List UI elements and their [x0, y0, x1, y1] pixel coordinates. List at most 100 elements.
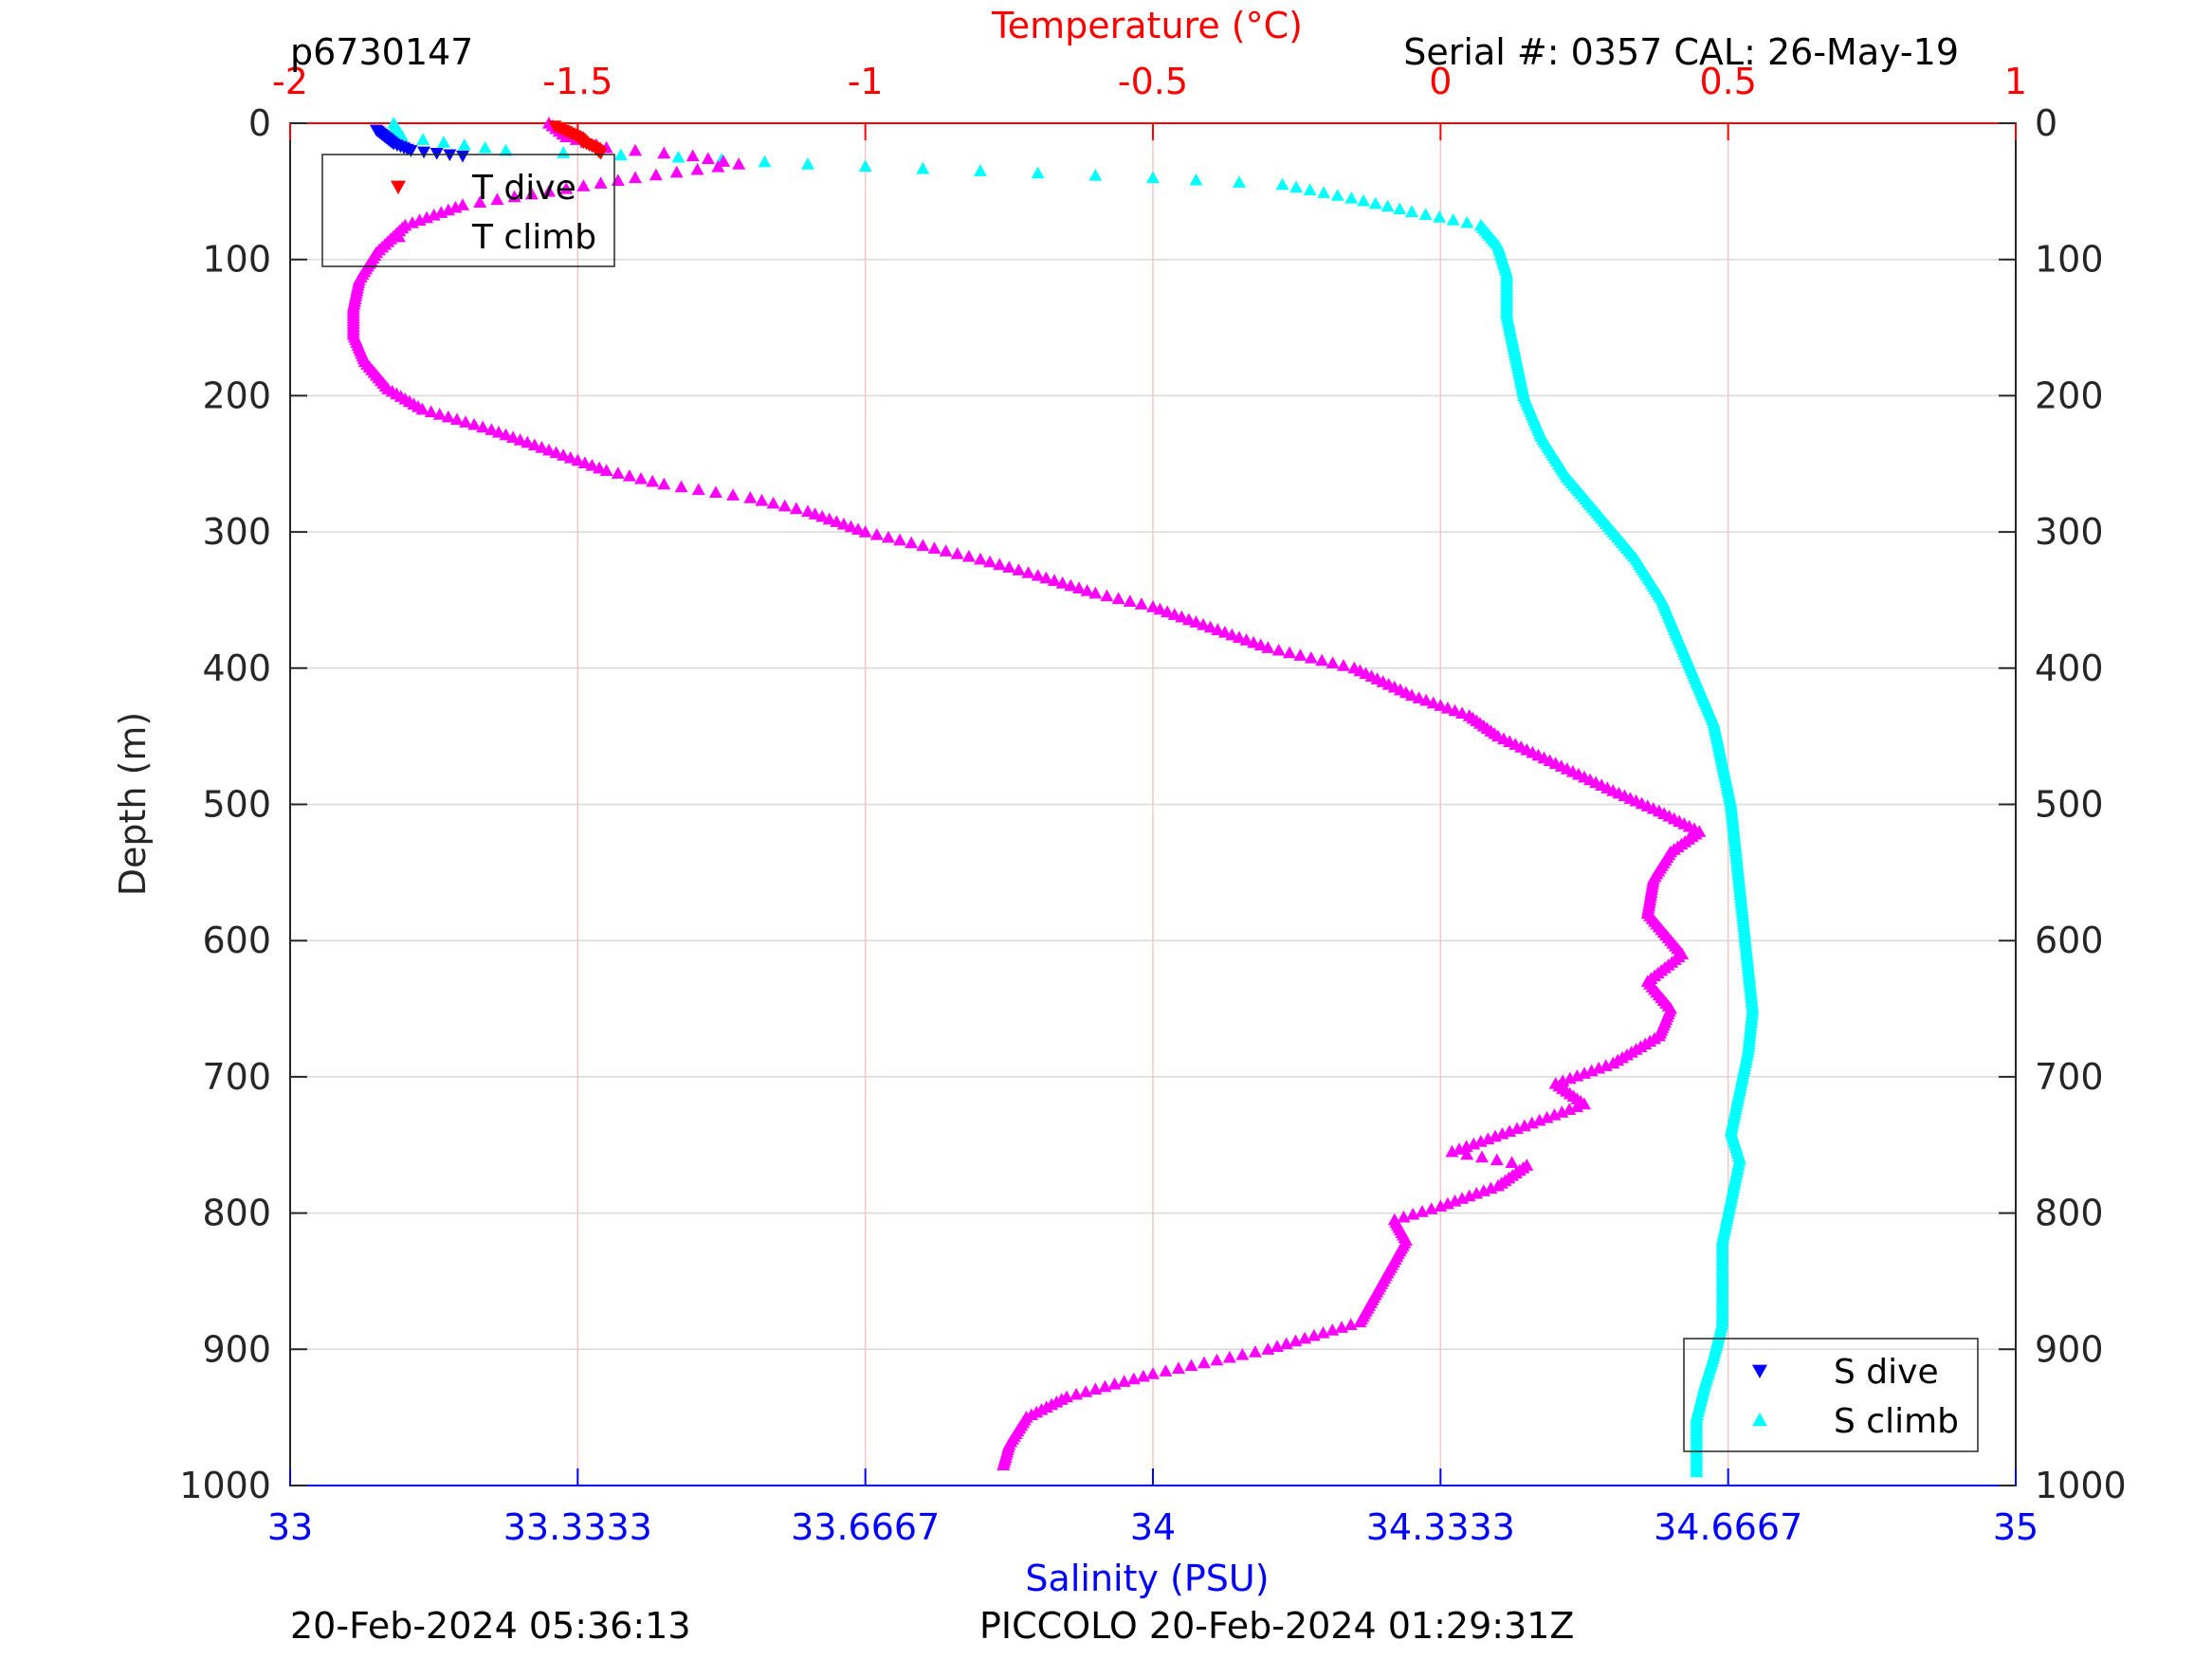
footer-timestamp: 20-Feb-2024 05:36:13	[290, 1605, 691, 1647]
t-climb-marker	[1525, 1116, 1539, 1129]
s-climb-marker	[416, 133, 430, 145]
legend-t-climb-marker	[391, 228, 406, 243]
legend-t-dive-marker	[391, 180, 406, 194]
t-climb-marker	[1217, 626, 1232, 638]
t-climb-marker	[1197, 617, 1211, 630]
t-climb-marker	[1555, 1105, 1569, 1118]
t-climb-marker	[1072, 581, 1086, 594]
t-climb-marker	[939, 544, 953, 556]
t-climb-marker	[484, 423, 499, 435]
t-climb-marker	[524, 187, 539, 200]
t-climb-marker	[1532, 1113, 1546, 1126]
t-climb-marker	[1419, 693, 1434, 706]
t-climb-marker	[1069, 1387, 1084, 1400]
t-climb-marker	[1098, 1379, 1112, 1393]
s-climb-marker	[858, 159, 872, 173]
s-climb-marker	[499, 143, 513, 156]
legend-t-climb-label: T climb	[471, 218, 596, 257]
t-climb-marker	[1448, 703, 1462, 717]
t-climb-marker	[1424, 1202, 1438, 1214]
t-climb-marker	[1448, 1194, 1462, 1207]
t-climb-marker	[777, 499, 792, 512]
t-climb-marker	[1136, 1369, 1150, 1382]
t-climb-marker	[593, 461, 607, 474]
t-climb-marker	[1079, 1385, 1093, 1397]
t-climb-marker	[1344, 1318, 1358, 1331]
s-climb-marker	[671, 150, 686, 163]
t-climb-marker	[1247, 635, 1261, 648]
t-climb-marker	[1459, 1139, 1473, 1153]
t-climb-marker	[1161, 605, 1175, 618]
t-climb-marker	[1111, 592, 1125, 605]
t-climb-marker	[869, 527, 884, 540]
t-climb-marker	[1184, 1358, 1198, 1372]
s-climb-marker	[1088, 169, 1103, 181]
t-climb-marker	[1159, 1364, 1173, 1376]
s-climb-marker	[1368, 196, 1382, 210]
s-climb-marker	[1405, 205, 1418, 218]
serial-cal: Serial #: 0357 CAL: 26-May-19	[1403, 31, 1959, 73]
t-climb-marker	[1445, 1144, 1459, 1158]
depth-tick-label-left: 0	[248, 102, 271, 144]
t-climb-marker	[1100, 589, 1114, 602]
t-climb-marker	[1353, 1315, 1367, 1328]
s-climb-marker	[1380, 199, 1395, 212]
t-climb-marker	[456, 198, 469, 210]
salinity-tick-label: 33.3333	[503, 1506, 652, 1548]
s-climb-marker	[1289, 180, 1304, 193]
depth-tick-label-right: 400	[2035, 647, 2104, 689]
t-climb-marker	[732, 157, 746, 170]
t-climb-marker	[1146, 1367, 1160, 1379]
t-climb-marker	[1584, 1064, 1599, 1077]
t-climb-marker	[542, 443, 556, 456]
t-climb-marker	[950, 547, 964, 559]
s-climb-marker	[801, 157, 814, 170]
t-climb-marker	[808, 507, 822, 520]
t-climb-marker	[674, 480, 688, 493]
t-climb-marker	[506, 430, 521, 444]
t-climb-marker	[1304, 651, 1318, 664]
t-climb-marker	[1570, 1069, 1584, 1082]
t-climb-marker	[1453, 1142, 1467, 1155]
legend-s-climb-label: S climb	[1834, 1402, 1959, 1441]
depth-tick-label-right: 100	[2035, 239, 2104, 281]
t-climb-marker	[535, 441, 549, 453]
t-climb-marker	[801, 504, 814, 518]
s-climb-marker	[436, 136, 450, 148]
t-climb-marker	[916, 538, 930, 552]
t-climb-marker	[1563, 1071, 1577, 1085]
t-climb-marker	[1271, 1340, 1285, 1353]
profile-id: p6730147	[290, 31, 473, 73]
salinity-axis-label: Salinity (PSU)	[1025, 1558, 1269, 1599]
data-markers	[346, 117, 1760, 1478]
temperature-tick-label: -2	[272, 61, 308, 102]
temperature-tick-label: -1	[848, 61, 884, 102]
s-climb-marker	[1303, 183, 1317, 196]
t-climb-marker	[905, 536, 919, 549]
t-climb-marker	[1307, 1328, 1321, 1341]
t-climb-marker	[1455, 706, 1470, 720]
t-climb-marker	[1239, 633, 1253, 646]
depth-tick-label-left: 800	[202, 1193, 271, 1234]
s-climb-marker	[1460, 215, 1474, 228]
s-climb-marker	[1690, 1465, 1704, 1478]
t-climb-marker	[961, 549, 976, 562]
t-climb-marker	[1253, 638, 1268, 651]
t-climb-marker	[557, 448, 571, 461]
t-climb-marker	[1426, 696, 1440, 709]
t-climb-marker	[1197, 1356, 1211, 1369]
t-climb-marker	[1412, 691, 1426, 703]
t-climb-marker	[881, 530, 895, 543]
t-climb-marker	[459, 415, 473, 428]
t-climb-marker	[1336, 659, 1350, 671]
s-dive-marker	[417, 146, 431, 159]
t-climb-marker	[1484, 1181, 1498, 1194]
t-climb-marker	[449, 412, 464, 426]
t-climb-marker	[1181, 612, 1196, 626]
t-climb-marker	[1261, 1342, 1275, 1355]
t-climb-marker	[1235, 1348, 1250, 1360]
t-climb-marker	[649, 168, 663, 181]
t-climb-marker	[1080, 584, 1094, 596]
t-climb-marker	[1510, 1121, 1525, 1135]
s-climb-marker	[1418, 208, 1433, 220]
